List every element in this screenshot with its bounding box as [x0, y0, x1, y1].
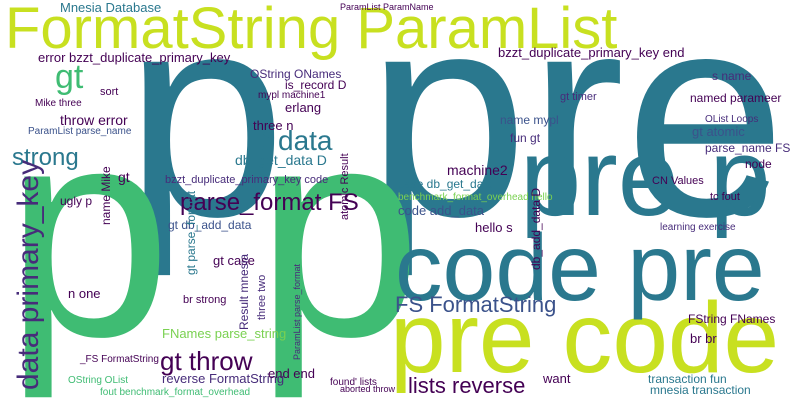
- word: reverse FormatString: [162, 371, 284, 386]
- word: _FS FormatString: [79, 354, 159, 365]
- word: mnesia transaction: [650, 383, 751, 397]
- word: OString ONames: [250, 67, 341, 81]
- word: erlang: [285, 100, 321, 115]
- word: pre p: [520, 116, 771, 239]
- word: p p: [5, 63, 422, 400]
- word: lists reverse: [408, 373, 525, 398]
- word: case db_get_data: [398, 177, 494, 191]
- word: gt throw: [160, 346, 253, 376]
- word: FString FNames: [688, 312, 775, 326]
- word: named parameer: [690, 91, 781, 105]
- word: hello s: [475, 220, 513, 235]
- word: throw error: [60, 112, 128, 128]
- word: FormatString ParamList: [5, 0, 617, 61]
- word: ParamList parse_name: [28, 126, 132, 137]
- word: three n: [253, 118, 293, 133]
- word: error bzzt_duplicate_primary_key: [38, 50, 231, 65]
- word: gt: [55, 58, 84, 96]
- word: D data: [250, 125, 333, 156]
- word: three two: [256, 275, 268, 320]
- word: FS FormatString: [395, 292, 556, 317]
- word: ugly p: [60, 194, 92, 208]
- word: OString OList: [68, 375, 128, 386]
- word: n one: [68, 286, 101, 301]
- word: transaction fun: [648, 372, 727, 386]
- word: end end: [268, 366, 315, 381]
- word: parse_format FS: [180, 189, 359, 216]
- word: gt timer: [560, 91, 597, 103]
- word: br br: [690, 331, 717, 346]
- word: ParamList ParamName: [340, 2, 434, 12]
- word: gt db_add_data: [168, 218, 252, 232]
- word: gt atomic: [692, 124, 745, 139]
- word: atomic Result: [339, 153, 351, 220]
- word: db_get_data D: [235, 152, 327, 168]
- word: node: [745, 157, 772, 171]
- word: bzzt_duplicate_primary_key end: [498, 45, 684, 60]
- word: gt: [118, 169, 130, 185]
- word: gt case: [213, 253, 255, 268]
- word: name mypl: [500, 113, 559, 127]
- word: code pre: [395, 215, 765, 321]
- word: want: [542, 371, 571, 386]
- word: gt parse_format: [184, 190, 198, 275]
- word: OList Loops: [705, 114, 758, 125]
- word: p pre: [125, 0, 786, 278]
- word: strong: [12, 144, 79, 171]
- word: Result mnesia: [237, 254, 251, 330]
- word: CN Values: [652, 175, 704, 187]
- word: name Mike: [99, 166, 113, 225]
- word: br strong: [183, 294, 226, 306]
- word: sort: [100, 86, 118, 98]
- word: fout benchmark_format_overhead: [100, 387, 250, 398]
- word: parse_name FS: [705, 141, 790, 155]
- word: code add_data: [398, 203, 485, 218]
- word: aborted throw: [340, 384, 396, 394]
- word: ParamList parse_format: [292, 263, 302, 360]
- word: found' lists: [330, 377, 377, 388]
- word: s name: [712, 69, 752, 83]
- word: learning exercise: [660, 222, 736, 233]
- word: tc fout: [710, 191, 740, 203]
- word: db_add_data D: [529, 188, 543, 270]
- word: is_record D: [285, 78, 347, 92]
- word: benchmark_format_overhead hello: [398, 192, 553, 203]
- word: bzzt_duplicate_primary_key code: [165, 174, 328, 186]
- word: data primary_key: [12, 160, 45, 390]
- word: fun gt: [510, 131, 541, 145]
- word: mypl machine1: [258, 90, 326, 101]
- word: pre code: [390, 282, 779, 394]
- word: Mnesia Database: [60, 0, 161, 15]
- word: machine2: [447, 162, 508, 178]
- word: FNames parse_string: [162, 326, 286, 341]
- word: Mike three: [35, 98, 82, 109]
